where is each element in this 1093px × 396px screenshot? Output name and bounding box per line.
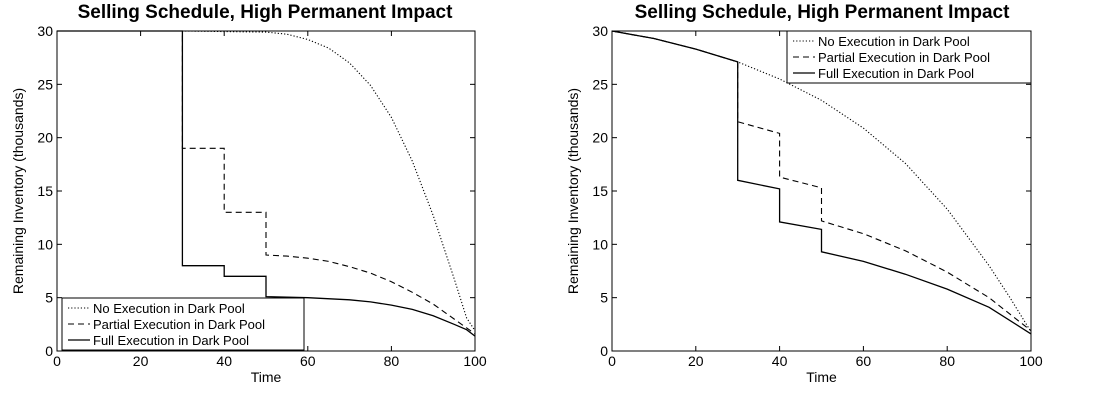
y-tick-label: 0: [600, 343, 608, 359]
x-tick-label: 40: [216, 353, 232, 369]
y-tick-label: 20: [37, 130, 53, 146]
legend-entry: No Execution in Dark Pool: [93, 301, 245, 316]
chart-1: Selling Schedule, High Permanent Impact 0…: [10, 2, 487, 385]
chart-2: Selling Schedule, High Permanent Impact 0…: [565, 2, 1043, 385]
x-tick-label: 0: [53, 353, 61, 369]
y-tick-label: 20: [592, 130, 608, 146]
y-axis-label: Remaining Inventory (thousands): [565, 88, 581, 294]
x-tick-label: 100: [463, 353, 487, 369]
x-tick-label: 80: [939, 353, 955, 369]
x-tick-label: 80: [384, 353, 400, 369]
y-tick-label: 15: [592, 183, 608, 199]
x-tick-label: 60: [300, 353, 316, 369]
y-tick-label: 5: [45, 290, 53, 306]
x-tick-label: 20: [688, 353, 704, 369]
y-tick-label: 30: [592, 23, 608, 39]
legend-box: [61, 297, 305, 351]
legend-entry: Full Execution in Dark Pool: [93, 333, 249, 348]
x-axis-label: Time: [251, 369, 282, 385]
legend-entry: Partial Execution in Dark Pool: [93, 317, 265, 332]
series-line-solid: [57, 30, 476, 337]
legend-entry: Full Execution in Dark Pool: [818, 66, 974, 81]
y-tick-label: 15: [37, 183, 53, 199]
y-tick-label: 0: [45, 343, 53, 359]
y-tick-label: 25: [592, 76, 608, 92]
legend-box: [786, 30, 1032, 84]
legend-entry: No Execution in Dark Pool: [818, 34, 970, 49]
chart-title: Selling Schedule, High Permanent Impact: [78, 2, 453, 23]
y-tick-label: 30: [37, 23, 53, 39]
series-line-solid: [611, 30, 1032, 335]
y-tick-label: 10: [592, 236, 608, 252]
y-tick-label: 25: [37, 76, 53, 92]
x-axis-label: Time: [806, 369, 837, 385]
legend-entry: Partial Execution in Dark Pool: [818, 50, 990, 65]
y-tick-label: 5: [600, 290, 608, 306]
x-tick-label: 40: [772, 353, 788, 369]
x-tick-label: 60: [856, 353, 872, 369]
series-line-dashed: [57, 30, 476, 335]
x-tick-label: 0: [608, 353, 616, 369]
y-tick-label: 10: [37, 236, 53, 252]
y-axis-label: Remaining Inventory (thousands): [10, 88, 26, 294]
x-tick-label: 100: [1019, 353, 1043, 369]
chart-title: Selling Schedule, High Permanent Impact: [635, 2, 1010, 23]
series-line-dotted: [611, 30, 1032, 333]
x-tick-label: 20: [133, 353, 149, 369]
